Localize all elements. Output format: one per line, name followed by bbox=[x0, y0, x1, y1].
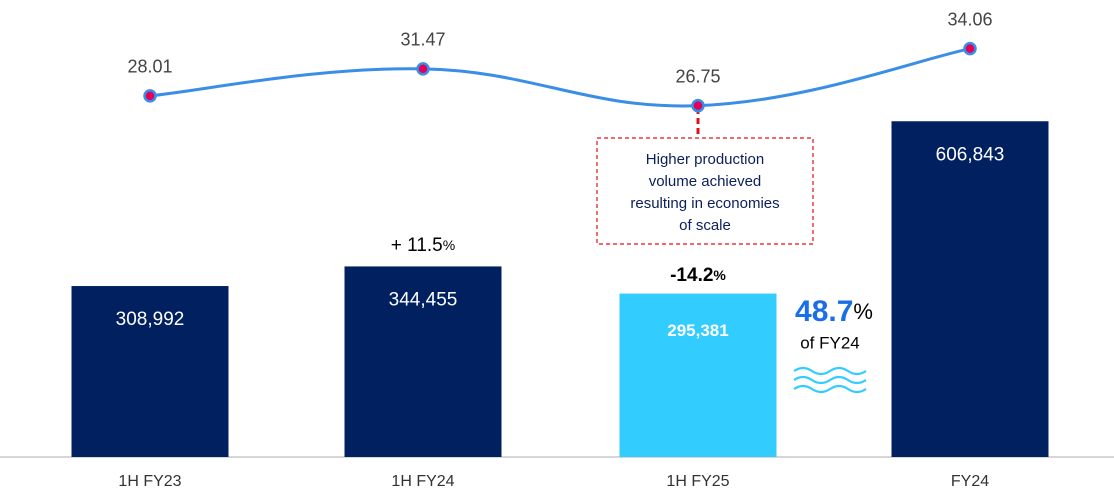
annotation-value: 48.7 bbox=[795, 295, 853, 328]
wave-icon bbox=[793, 366, 867, 394]
annotation-value: + 11.5 bbox=[391, 235, 443, 256]
x-tick-label: 1H FY25 bbox=[666, 473, 729, 490]
line-marker bbox=[691, 98, 705, 113]
change-annotation: -14.2% bbox=[670, 265, 726, 286]
line bbox=[149, 47, 971, 108]
callout-text: volume achieved bbox=[649, 173, 762, 190]
bar bbox=[891, 121, 1049, 458]
bar-value-label: 606,843 bbox=[936, 144, 1005, 165]
change-annotation: + 11.5% bbox=[391, 235, 455, 256]
annotation-value: -14.2 bbox=[670, 265, 713, 286]
line-marker bbox=[143, 89, 157, 103]
line-marker bbox=[963, 41, 977, 56]
annotation-unit: % bbox=[443, 237, 455, 253]
callout-text: of scale bbox=[679, 217, 731, 234]
line-value-label: 26.75 bbox=[675, 66, 720, 86]
x-tick-label: 1H FY23 bbox=[118, 473, 181, 490]
line-value-label: 28.01 bbox=[127, 57, 172, 77]
line-value-label: 34.06 bbox=[947, 9, 992, 29]
change-annotation: 48.7% bbox=[795, 295, 873, 328]
annotation-unit: % bbox=[853, 299, 873, 324]
callout-box bbox=[596, 137, 814, 245]
bar-value-label: 295,381 bbox=[667, 321, 728, 340]
callout-text: Higher production bbox=[646, 151, 764, 168]
x-tick-label: 1H FY24 bbox=[391, 473, 454, 490]
annotation-caption: of FY24 bbox=[800, 333, 860, 352]
callout-text: resulting in economies bbox=[630, 195, 779, 212]
x-tick-label: FY24 bbox=[951, 473, 989, 490]
bar bbox=[619, 293, 777, 457]
annotation-unit: % bbox=[713, 267, 726, 283]
line-value-label: 31.47 bbox=[400, 30, 445, 50]
bar-value-label: 344,455 bbox=[389, 289, 458, 310]
bar bbox=[344, 266, 502, 457]
bar bbox=[71, 286, 229, 457]
line-marker bbox=[416, 62, 430, 76]
bar-value-label: 308,992 bbox=[116, 309, 185, 330]
